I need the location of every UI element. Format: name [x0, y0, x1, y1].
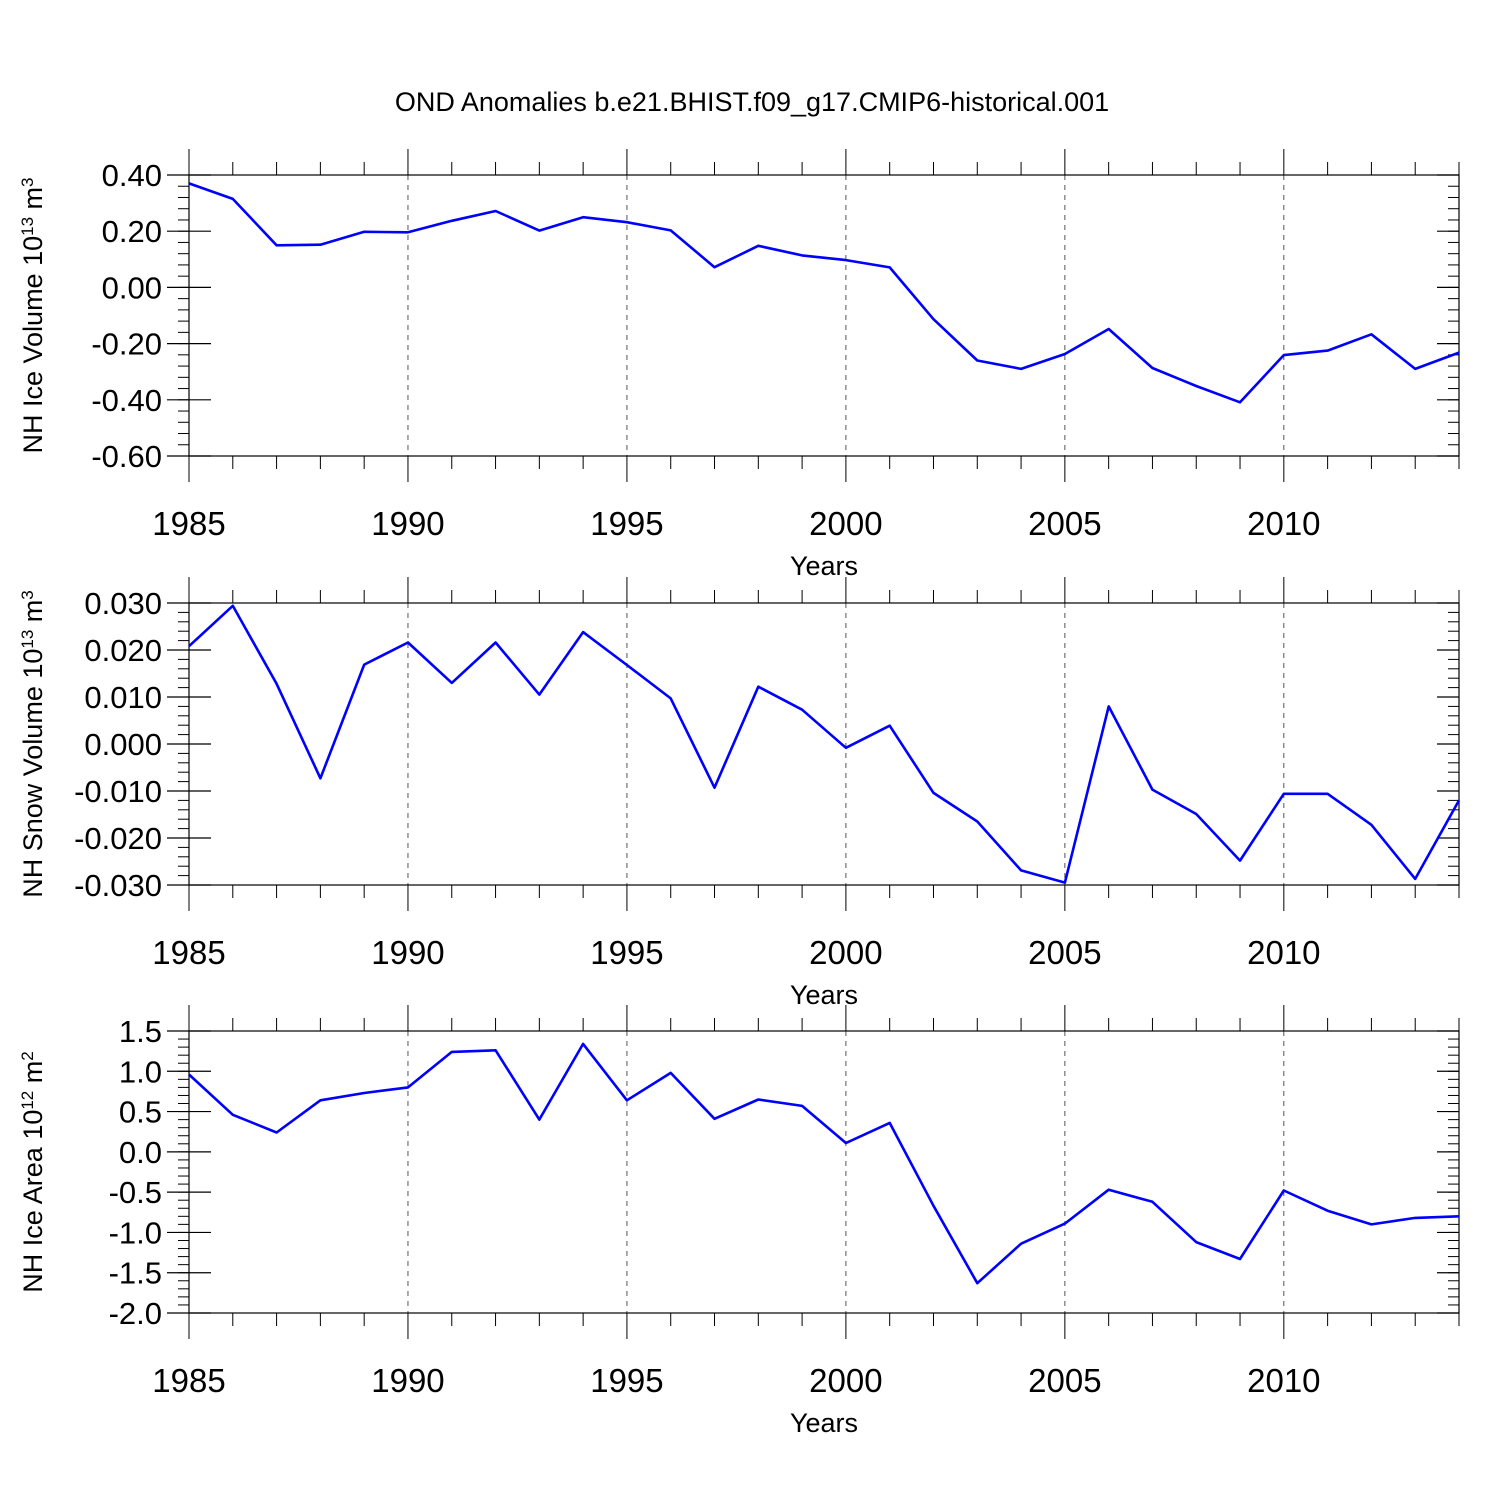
y-tick-label: -0.010 — [74, 774, 162, 809]
y-tick-label: -1.0 — [109, 1215, 162, 1250]
figure-title: OND Anomalies b.e21.BHIST.f09_g17.CMIP6-… — [395, 87, 1109, 117]
chart-panel-3: -2.0 -1.5 -1.0 -0.5 0.0 0.5 1.0 1.5 1985 1990 1995… — [18, 1005, 1460, 1438]
series-line-1 — [188, 182, 1460, 404]
x-tick-label: 1990 — [371, 934, 444, 971]
y-tick-label: 0.000 — [84, 727, 162, 762]
x-tick-label: 2000 — [809, 505, 882, 542]
y-label-text: NH Snow Volume 10 — [18, 649, 48, 898]
y-label-text: m — [18, 187, 48, 217]
y-tick-label: -0.020 — [74, 821, 162, 856]
x-tick-label: 1990 — [371, 505, 444, 542]
x-tick-label: 1990 — [371, 1362, 444, 1399]
x-tick-label: 2010 — [1247, 505, 1320, 542]
plot-frame — [188, 174, 1460, 457]
y-axis-label: NH Ice Area 1012 m2 — [18, 1051, 48, 1292]
x-tick-label: 2005 — [1028, 934, 1101, 971]
chart-panel-1: -0.60 -0.40 -0.20 0.00 0.20 0.40 1985 1990 1995 2… — [18, 149, 1460, 581]
y-label-text: m — [18, 1061, 48, 1091]
y-label-text: m — [18, 600, 48, 630]
y-tick-label: -2.0 — [109, 1296, 162, 1331]
chart-panel-2: -0.030 -0.020 -0.010 0.000 0.010 0.020 0.030 19… — [18, 577, 1461, 1010]
y-tick-label: 0.00 — [102, 270, 162, 305]
y-tick-label: -0.5 — [109, 1175, 162, 1210]
y-label-superscript: 12 — [18, 1091, 37, 1110]
x-tick-label: 1995 — [590, 934, 663, 971]
y-tick-label: 0.40 — [102, 158, 162, 193]
series-line-1 — [188, 1042, 1460, 1285]
y-tick-label: -0.40 — [91, 383, 162, 418]
y-tick-label: 0.020 — [84, 633, 162, 668]
x-tick-label: 2005 — [1028, 1362, 1101, 1399]
y-label-text: NH Ice Volume 10 — [18, 236, 48, 454]
x-axis-label: Years — [790, 980, 858, 1010]
x-axis-label: Years — [790, 1408, 858, 1438]
y-tick-label: 0.5 — [119, 1095, 162, 1130]
y-tick-label: 1.5 — [119, 1014, 162, 1049]
y-label-text: NH Ice Area 10 — [18, 1110, 48, 1293]
series-line-1 — [188, 604, 1461, 884]
y-axis-label: NH Ice Volume 1013 m3 — [18, 178, 48, 454]
y-tick-label: -0.030 — [74, 868, 162, 903]
y-tick-label: 0.20 — [102, 214, 162, 249]
y-axis-label: NH Snow Volume 1013 m3 — [18, 590, 48, 898]
y-tick-label: -0.60 — [91, 439, 162, 474]
y-tick-label: -1.5 — [109, 1256, 162, 1291]
x-tick-label: 2000 — [809, 934, 882, 971]
x-tick-label: 1985 — [152, 934, 225, 971]
x-tick-label: 1995 — [590, 505, 663, 542]
y-tick-label: 0.030 — [84, 586, 162, 621]
plot-frame — [188, 602, 1460, 886]
chart-panels: -0.60 -0.40 -0.20 0.00 0.20 0.40 1985 1990 1995 2… — [18, 149, 1461, 1438]
x-axis-label: Years — [790, 551, 858, 581]
y-label-superscript: 3 — [18, 590, 37, 599]
y-tick-label: -0.20 — [91, 327, 162, 362]
plot-frame — [188, 1030, 1460, 1314]
y-tick-label: 0.0 — [119, 1135, 162, 1170]
y-tick-label: 1.0 — [119, 1054, 162, 1089]
x-tick-label: 1985 — [152, 505, 225, 542]
x-tick-label: 2010 — [1247, 934, 1320, 971]
y-label-superscript: 13 — [18, 217, 37, 236]
y-label-superscript: 3 — [18, 178, 37, 187]
x-tick-label: 2010 — [1247, 1362, 1320, 1399]
x-tick-label: 1995 — [590, 1362, 663, 1399]
y-label-superscript: 13 — [18, 630, 37, 649]
y-label-superscript: 2 — [18, 1051, 37, 1060]
x-tick-label: 1985 — [152, 1362, 225, 1399]
x-tick-label: 2005 — [1028, 505, 1101, 542]
y-tick-label: 0.010 — [84, 680, 162, 715]
x-tick-label: 2000 — [809, 1362, 882, 1399]
